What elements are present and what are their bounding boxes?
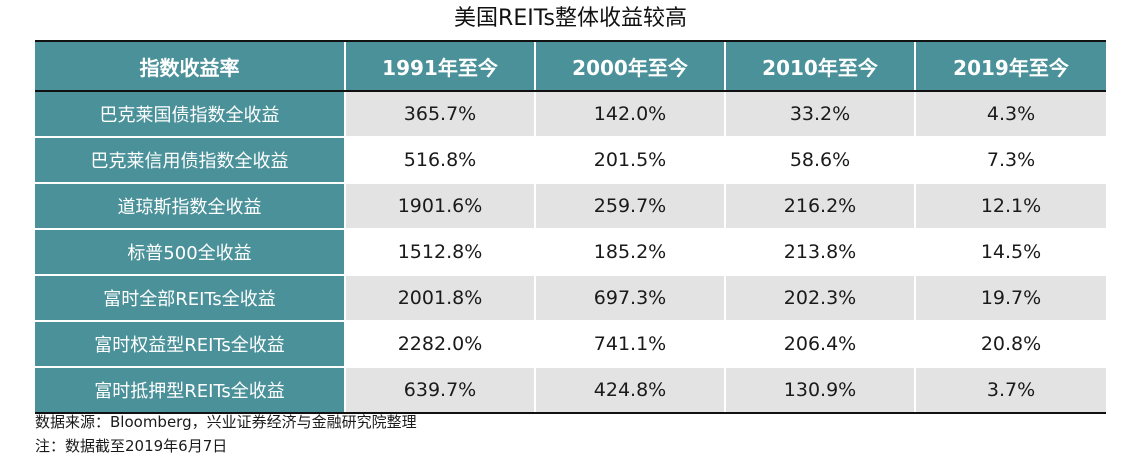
header-row: 指数收益率 1991年至今 2000年至今 2010年至今 2019年至今 (35, 40, 1106, 92)
table-cell-value: 697.3% (534, 275, 725, 322)
table-cell-value: 516.8% (344, 137, 535, 184)
table-cell-value: 3.7% (914, 367, 1106, 414)
table-cell-value: 206.4% (724, 321, 915, 368)
table-cell-value: 2001.8% (344, 275, 535, 322)
table-cell-value: 58.6% (724, 137, 915, 184)
table-cell-value: 12.1% (914, 183, 1106, 230)
column-header-since-1991: 1991年至今 (344, 40, 535, 92)
row-label: 富时全部REITs全收益 (35, 275, 345, 322)
table-cell-value: 1512.8% (344, 229, 535, 276)
table-cell-value: 14.5% (914, 229, 1106, 276)
row-label: 道琼斯指数全收益 (35, 183, 345, 230)
table-cell-value: 4.3% (914, 91, 1106, 138)
column-header-since-2019: 2019年至今 (914, 40, 1106, 92)
row-label: 巴克莱信用债指数全收益 (35, 137, 345, 184)
table-cell-value: 365.7% (344, 91, 535, 138)
table-row: 巴克莱国债指数全收益 365.7% 142.0% 33.2% 4.3% (35, 91, 1106, 138)
table-cell-value: 639.7% (344, 367, 535, 414)
table-cell-value: 216.2% (724, 183, 915, 230)
returns-table: 指数收益率 1991年至今 2000年至今 2010年至今 2019年至今 巴克… (35, 40, 1106, 414)
table-row: 富时全部REITs全收益 2001.8% 697.3% 202.3% 19.7% (35, 275, 1106, 322)
row-label: 富时抵押型REITs全收益 (35, 367, 345, 414)
table-row: 富时权益型REITs全收益 2282.0% 741.1% 206.4% 20.8% (35, 321, 1106, 368)
row-label: 巴克莱国债指数全收益 (35, 91, 345, 138)
table-cell-value: 142.0% (534, 91, 725, 138)
table-row: 道琼斯指数全收益 1901.6% 259.7% 216.2% 12.1% (35, 183, 1106, 230)
table-row: 富时抵押型REITs全收益 639.7% 424.8% 130.9% 3.7% (35, 367, 1106, 414)
chart-title: 美国REITs整体收益较高 (454, 6, 687, 31)
date-note: 注：数据截至2019年6月7日 (35, 437, 228, 455)
table-cell-value: 201.5% (534, 137, 725, 184)
column-header-index-return: 指数收益率 (35, 40, 345, 92)
table-cell-value: 424.8% (534, 367, 725, 414)
table-cell-value: 20.8% (914, 321, 1106, 368)
table-cell-value: 202.3% (724, 275, 915, 322)
row-label: 标普500全收益 (35, 229, 345, 276)
table-row: 标普500全收益 1512.8% 185.2% 213.8% 14.5% (35, 229, 1106, 276)
source-note: 数据来源：Bloomberg，兴业证券经济与金融研究院整理 (35, 413, 417, 431)
column-header-since-2000: 2000年至今 (534, 40, 725, 92)
table-cell-value: 259.7% (534, 183, 725, 230)
table-cell-value: 741.1% (534, 321, 725, 368)
table-cell-value: 33.2% (724, 91, 915, 138)
table-cell-value: 2282.0% (344, 321, 535, 368)
table-cell-value: 130.9% (724, 367, 915, 414)
table-cell-value: 185.2% (534, 229, 725, 276)
table-body: 巴克莱国债指数全收益 365.7% 142.0% 33.2% 4.3% 巴克莱信用债指数全… (35, 91, 1106, 414)
table-cell-value: 1901.6% (344, 183, 535, 230)
table-cell-value: 7.3% (914, 137, 1106, 184)
table-cell-value: 213.8% (724, 229, 915, 276)
column-header-since-2010: 2010年至今 (724, 40, 915, 92)
table-cell-value: 19.7% (914, 275, 1106, 322)
row-label: 富时权益型REITs全收益 (35, 321, 345, 368)
table-row: 巴克莱信用债指数全收益 516.8% 201.5% 58.6% 7.3% (35, 137, 1106, 184)
